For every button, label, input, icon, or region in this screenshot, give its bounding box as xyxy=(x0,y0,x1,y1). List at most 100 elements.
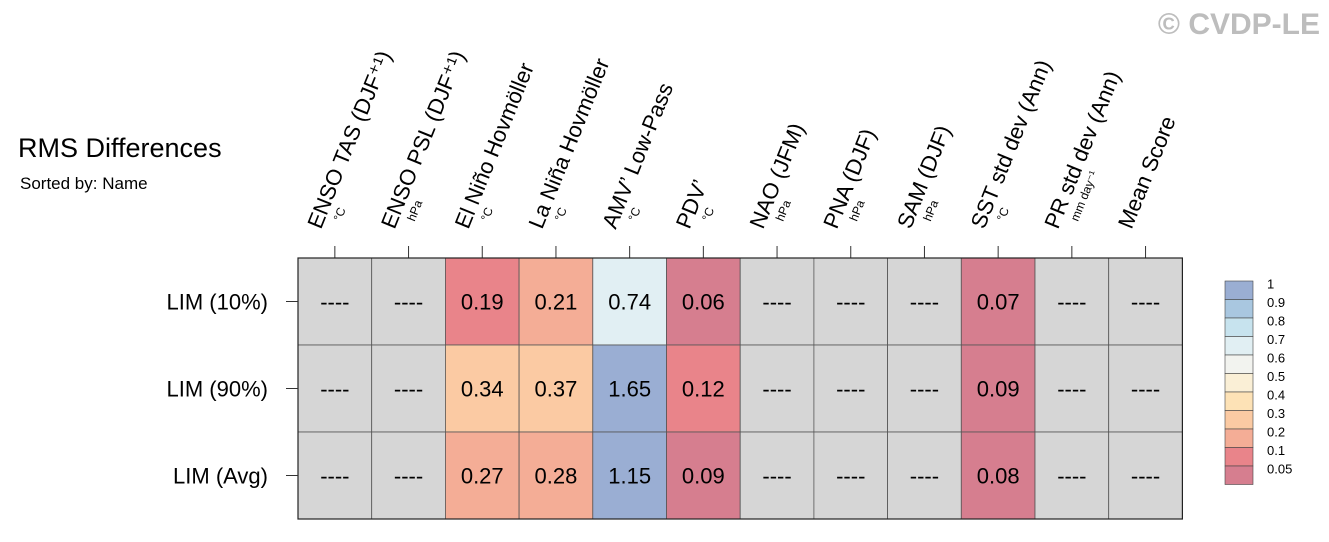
heatmap-cell xyxy=(960,431,1036,520)
cell-value-label: 0.08 xyxy=(977,464,1020,489)
column-header: La Niña Hovmöller xyxy=(523,55,614,232)
cell-value-label: ---- xyxy=(1057,377,1086,402)
cell-value-label: ---- xyxy=(1131,464,1160,489)
column-unit: °C xyxy=(478,205,496,223)
column-unit: °C xyxy=(552,205,570,223)
cell-value-label: 0.12 xyxy=(682,377,725,402)
cell-value-label: 0.21 xyxy=(535,290,578,315)
heatmap-cell xyxy=(1034,257,1110,346)
row-label: LIM (Avg) xyxy=(173,464,268,489)
colorbar-label: 0.1 xyxy=(1267,443,1285,458)
heatmap-cell xyxy=(739,257,815,346)
heatmap-cell xyxy=(666,431,741,520)
cell-value-label: ---- xyxy=(320,464,349,489)
cell-value-label: 0.06 xyxy=(682,290,725,315)
cell-value-label: ---- xyxy=(910,290,939,315)
colorbar-label: 0.8 xyxy=(1267,314,1285,329)
colorbar-swatch xyxy=(1224,336,1254,356)
column-header: Mean Score xyxy=(1113,113,1181,232)
colorbar-label: 0.2 xyxy=(1267,425,1285,440)
colorbar-label: 0.7 xyxy=(1267,332,1285,347)
heatmap-cell xyxy=(444,344,520,433)
cell-value-label: ---- xyxy=(1131,377,1160,402)
colorbar-swatch xyxy=(1224,280,1254,300)
chart-title: RMS Differences xyxy=(18,133,222,163)
cell-value-label: ---- xyxy=(1057,464,1086,489)
cell-value-label: ---- xyxy=(1131,290,1160,315)
column-header: SST std dev (Ann) xyxy=(966,56,1056,232)
column-unit: °C xyxy=(994,205,1012,223)
cell-value-label: 0.74 xyxy=(608,290,651,315)
colorbar-label: 0.4 xyxy=(1267,388,1285,403)
cell-value-label: ---- xyxy=(762,464,791,489)
heatmap-cell xyxy=(518,257,594,346)
colorbar-swatch xyxy=(1224,465,1254,485)
cell-value-label: ---- xyxy=(910,377,939,402)
row-labels: LIM (10%) LIM (90%) LIM (Avg) xyxy=(167,290,298,489)
heatmap-cell xyxy=(887,431,962,520)
cell-value-label: 0.28 xyxy=(535,464,578,489)
heatmap-cell xyxy=(666,344,741,433)
cell-value-label: ---- xyxy=(320,290,349,315)
colorbar-swatch xyxy=(1224,428,1254,448)
cell-value-label: ---- xyxy=(394,290,423,315)
heatmap-cell xyxy=(518,344,594,433)
cell-value-label: 1.65 xyxy=(608,377,651,402)
cell-value-label: 0.27 xyxy=(461,464,504,489)
heatmap-cell xyxy=(666,257,741,346)
cell-value-label: 0.19 xyxy=(461,290,504,315)
watermark: © CVDP-LE xyxy=(1158,8,1320,41)
heatmap-cell xyxy=(297,257,373,346)
column-unit: °C xyxy=(625,205,643,223)
colorbar-label: 0.5 xyxy=(1267,369,1285,384)
cell-value-label: 0.37 xyxy=(535,377,578,402)
heatmap-cell xyxy=(371,257,446,346)
heatmap-cells: ---- ---- 0.19 0.21 0.74 0.06 ---- ---- ---- 0.07… xyxy=(297,257,1184,520)
colorbar-label: 1 xyxy=(1267,277,1274,292)
cell-value-label: 0.09 xyxy=(977,377,1020,402)
cell-value-label: ---- xyxy=(394,377,423,402)
cell-value-label: ---- xyxy=(320,377,349,402)
row-label: LIM (10%) xyxy=(167,290,268,315)
column-unit: °C xyxy=(331,205,349,223)
column-header: El Niño Hovmöller xyxy=(450,59,539,232)
colorbar-swatch xyxy=(1224,410,1254,430)
colorbar-swatch xyxy=(1224,447,1254,467)
colorbar-swatch xyxy=(1224,373,1254,393)
cell-value-label: 0.07 xyxy=(977,290,1020,315)
heatmap-cell xyxy=(444,431,520,520)
colorbar-label: 0.6 xyxy=(1267,351,1285,366)
cell-value-label: 0.09 xyxy=(682,464,725,489)
colorbar-label: 0.05 xyxy=(1267,462,1292,477)
cell-value-label: ---- xyxy=(394,464,423,489)
colorbar-label: 0.3 xyxy=(1267,406,1285,421)
cell-value-label: 1.15 xyxy=(608,464,651,489)
colorbar-swatch xyxy=(1224,317,1254,337)
column-header: ENSO TAS (DJF⁺¹) xyxy=(302,47,396,232)
colorbar-swatch xyxy=(1224,354,1254,374)
heatmap-cell xyxy=(297,344,373,433)
colorbar-swatch xyxy=(1224,299,1254,319)
cell-value-label: 0.34 xyxy=(461,377,504,402)
column-headers: ENSO TAS (DJF⁺¹)°C ENSO PSL (DJF⁺¹)hPa El … xyxy=(302,47,1181,258)
heatmap-cell xyxy=(592,257,667,346)
colorbar-label: 0.9 xyxy=(1267,295,1285,310)
cell-value-label: ---- xyxy=(910,464,939,489)
heatmap-cell xyxy=(1034,431,1110,520)
heatmap-cell xyxy=(1108,344,1183,433)
cell-value-label: ---- xyxy=(1057,290,1086,315)
heatmap-cell xyxy=(887,257,962,346)
heatmap-cell xyxy=(813,344,889,433)
heatmap-cell xyxy=(739,344,815,433)
heatmap-cell xyxy=(592,431,667,520)
heatmap-cell xyxy=(739,431,815,520)
heatmap-cell xyxy=(1108,257,1183,346)
colorbar-swatch xyxy=(1224,391,1254,411)
heatmap-cell xyxy=(960,257,1036,346)
cell-value-label: ---- xyxy=(836,290,865,315)
heatmap-cell xyxy=(297,431,373,520)
cell-value-label: ---- xyxy=(836,377,865,402)
colorbar: 1 0.9 0.8 0.7 0.6 0.5 0.4 0.3 0.2 0.1 0.05 xyxy=(1224,277,1292,485)
column-header: PDV’ xyxy=(671,176,713,232)
